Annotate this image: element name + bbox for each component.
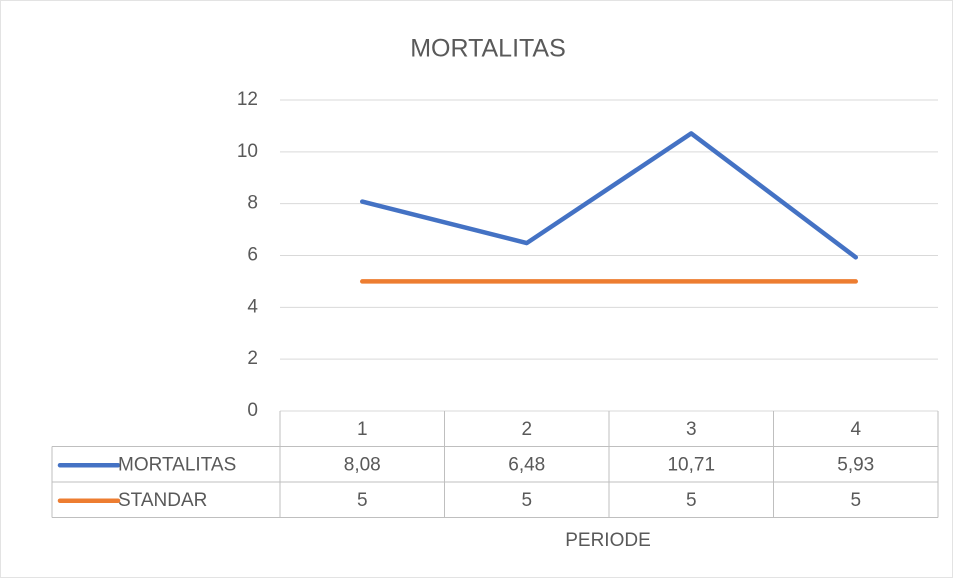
y-tick-label: 4 bbox=[247, 296, 258, 317]
y-tick-label: 8 bbox=[247, 193, 258, 214]
table-cell: 5 bbox=[850, 490, 861, 511]
table-cell: 8,08 bbox=[344, 454, 381, 475]
y-tick-label: 0 bbox=[247, 400, 258, 421]
y-tick-label: 2 bbox=[247, 348, 258, 369]
x-tick-label: 4 bbox=[850, 419, 861, 440]
x-axis-label: PERIODE bbox=[565, 530, 651, 551]
table-cell: 5 bbox=[521, 490, 532, 511]
y-tick-label: 10 bbox=[237, 141, 258, 162]
x-tick-label: 1 bbox=[357, 419, 368, 440]
chart-title: MORTALITAS bbox=[410, 35, 566, 63]
series-line bbox=[360, 131, 858, 260]
table-cell: 5 bbox=[686, 490, 697, 511]
y-tick-label: 6 bbox=[247, 245, 258, 266]
y-tick-label: 12 bbox=[237, 89, 258, 110]
x-tick-label: 2 bbox=[521, 419, 532, 440]
table-cell: 5 bbox=[357, 490, 368, 511]
x-tick-label: 3 bbox=[686, 419, 697, 440]
table-cell: 6,48 bbox=[508, 454, 545, 475]
table-cell: 5,93 bbox=[837, 454, 874, 475]
legend-label: MORTALITAS bbox=[118, 454, 236, 475]
legend-label: STANDAR bbox=[118, 490, 207, 511]
table-cell: 10,71 bbox=[667, 454, 715, 475]
